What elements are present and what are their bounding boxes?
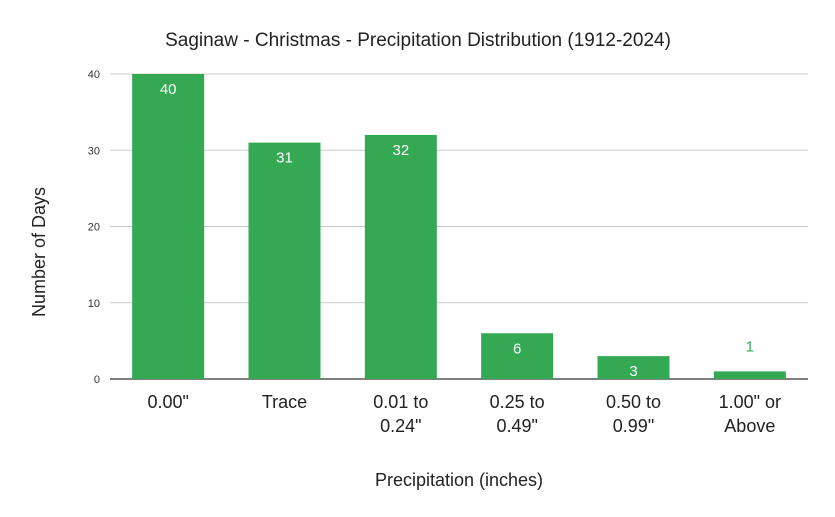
bars xyxy=(132,74,786,379)
y-axis-ticks: 0 10 20 30 40 xyxy=(88,69,100,386)
x-tick-label: 0.00" xyxy=(147,392,188,412)
x-tick-label: 0.50 to 0.99" xyxy=(606,392,661,436)
data-label: 32 xyxy=(392,142,409,159)
bar xyxy=(481,333,554,379)
x-tick-label: 0.25 to 0.49" xyxy=(490,392,545,436)
chart-title: Saginaw - Christmas - Precipitation Dist… xyxy=(165,30,671,51)
x-tick-label: 0.01 to 0.24" xyxy=(373,392,428,436)
data-label: 6 xyxy=(513,340,521,357)
bar xyxy=(713,371,786,379)
x-axis-title: Precipitation (inches) xyxy=(375,470,543,490)
data-label: 40 xyxy=(160,81,177,98)
y-tick-label: 10 xyxy=(88,298,100,310)
x-tick-label: Trace xyxy=(262,392,307,412)
data-label: 3 xyxy=(629,363,637,380)
y-tick-label: 30 xyxy=(88,145,100,157)
x-axis-ticks: 0.00" Trace 0.01 to 0.24" 0.25 to 0.49" 0.50 t… xyxy=(147,392,781,436)
data-label: 31 xyxy=(276,150,293,167)
bar xyxy=(132,74,205,379)
y-axis-title: Number of Days xyxy=(29,187,49,317)
y-tick-label: 40 xyxy=(88,69,100,81)
bar xyxy=(364,135,437,379)
x-tick-label: 1.00" or Above xyxy=(719,392,781,436)
y-tick-label: 0 xyxy=(94,374,100,386)
bar xyxy=(597,356,670,379)
y-tick-label: 20 xyxy=(88,222,100,234)
gridlines xyxy=(110,73,808,380)
bar xyxy=(248,142,321,379)
data-label: 1 xyxy=(746,338,754,355)
